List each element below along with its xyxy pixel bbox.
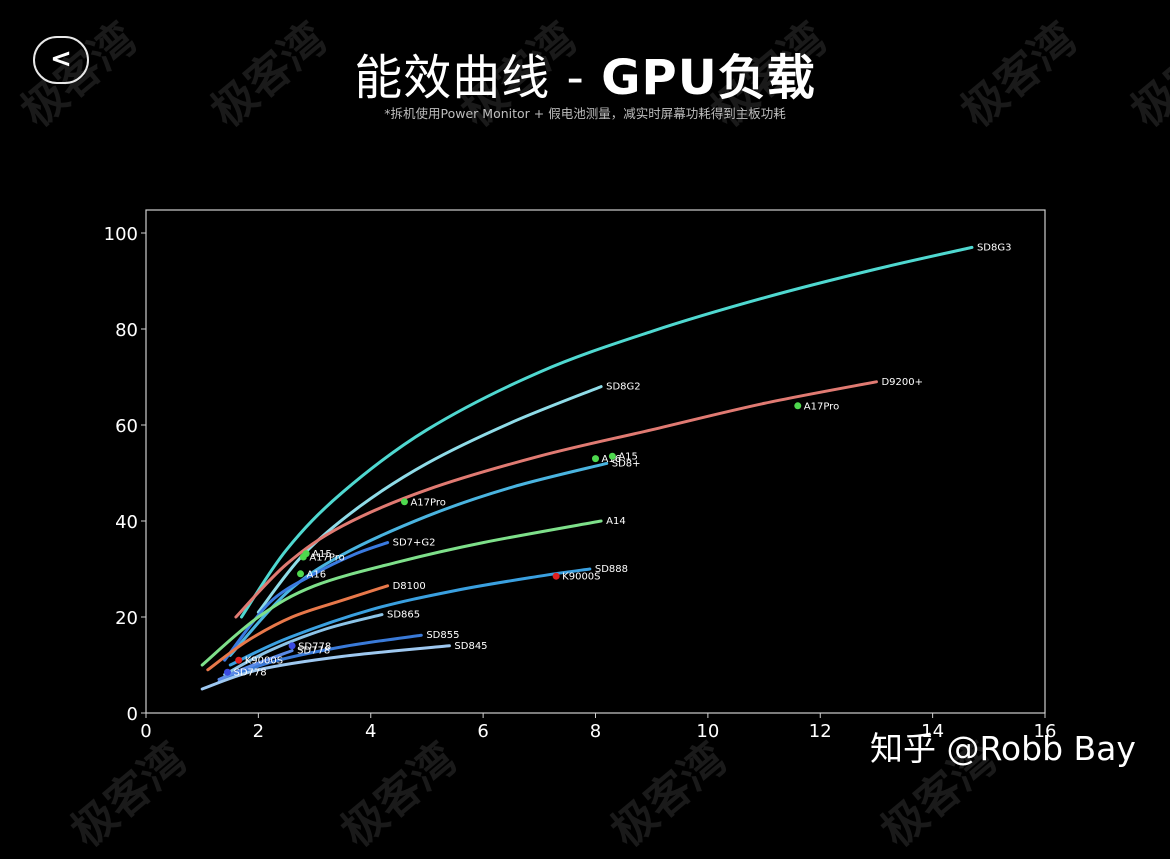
series-line-sd855 (217, 633, 423, 684)
series-line-sd778 (217, 649, 294, 681)
y-tick-label: 40 (115, 512, 138, 533)
series-line-sd865 (223, 613, 384, 677)
data-point (288, 642, 296, 650)
series-label: D8100 (393, 581, 426, 592)
point-label: A17Pro (410, 497, 445, 508)
credit-watermark: 知乎 @Robb Bay (870, 729, 1136, 768)
x-tick-label: 2 (253, 721, 264, 742)
data-point (794, 402, 802, 410)
back-button[interactable]: < (33, 36, 89, 84)
series-line-sd8 (228, 461, 609, 657)
series-label: SD855 (426, 630, 459, 641)
y-tick-label: 0 (127, 704, 138, 725)
x-tick-label: 6 (477, 721, 488, 742)
data-point (223, 668, 231, 676)
data-point (608, 452, 616, 460)
data-point (552, 572, 560, 580)
title-bold: GPU负载 (601, 50, 816, 106)
series-label: SD865 (387, 610, 420, 621)
series-label: SD778 (297, 646, 330, 657)
series-label: SD845 (454, 641, 487, 652)
series-label: D9200+ (881, 377, 923, 388)
x-tick-label: 4 (365, 721, 376, 742)
series-line-a14 (200, 519, 603, 667)
point-label: A17Pro (804, 401, 839, 412)
x-tick-label: 0 (140, 721, 151, 742)
data-point (299, 553, 307, 561)
data-point (592, 455, 599, 463)
y-tick-label: 20 (115, 608, 138, 629)
series-label: A14 (606, 516, 626, 527)
series-label: SD8G3 (977, 242, 1012, 253)
y-tick-label: 60 (115, 416, 138, 437)
subtitle: *拆机使用Power Monitor + 假电池测量，减实时屏幕功耗得到主板功耗 (384, 106, 786, 121)
x-tick-label: 16 (1034, 721, 1057, 742)
point-label: K9000S (562, 572, 600, 583)
y-tick-label: 100 (104, 224, 138, 245)
series-label: SD8+ (612, 458, 641, 469)
series-line-d9200 (234, 380, 878, 619)
x-tick-label: 14 (921, 721, 944, 742)
x-tick-label: 10 (696, 721, 719, 742)
data-point (297, 570, 305, 578)
point-label: K9000S (245, 656, 283, 667)
series-line-d8100 (206, 584, 390, 672)
data-point (400, 498, 408, 506)
series-line-sd888 (228, 567, 592, 667)
series-label: SD8G2 (606, 382, 641, 393)
page-title: 能效曲线 - GPU负载 (0, 38, 1170, 108)
point-label: SD778 (233, 668, 266, 679)
point-label: A16 (307, 569, 327, 580)
x-tick-label: 12 (809, 721, 832, 742)
x-tick-label: 8 (590, 721, 601, 742)
data-point (235, 656, 243, 664)
point-label: A16 (602, 454, 622, 465)
series-label: SD888 (595, 564, 628, 575)
point-label: A15 (312, 549, 332, 560)
point-label: A15 (618, 452, 638, 463)
point-label: A17Pro (309, 553, 344, 564)
series-label: SD7+G2 (393, 538, 436, 549)
y-tick-label: 80 (115, 320, 138, 341)
efficiency-chart: 0 2 4 6 8 10 12 14 16 0 20 40 60 80 100 SD8G3 SD8G2 D9200… (104, 209, 1057, 742)
chevron-left-icon: < (50, 43, 72, 74)
series-line-sd845 (200, 644, 451, 691)
series-line-sd8g3 (240, 245, 974, 619)
point-label: SD778 (298, 641, 331, 652)
title-text: 能效曲线 - (354, 50, 602, 106)
